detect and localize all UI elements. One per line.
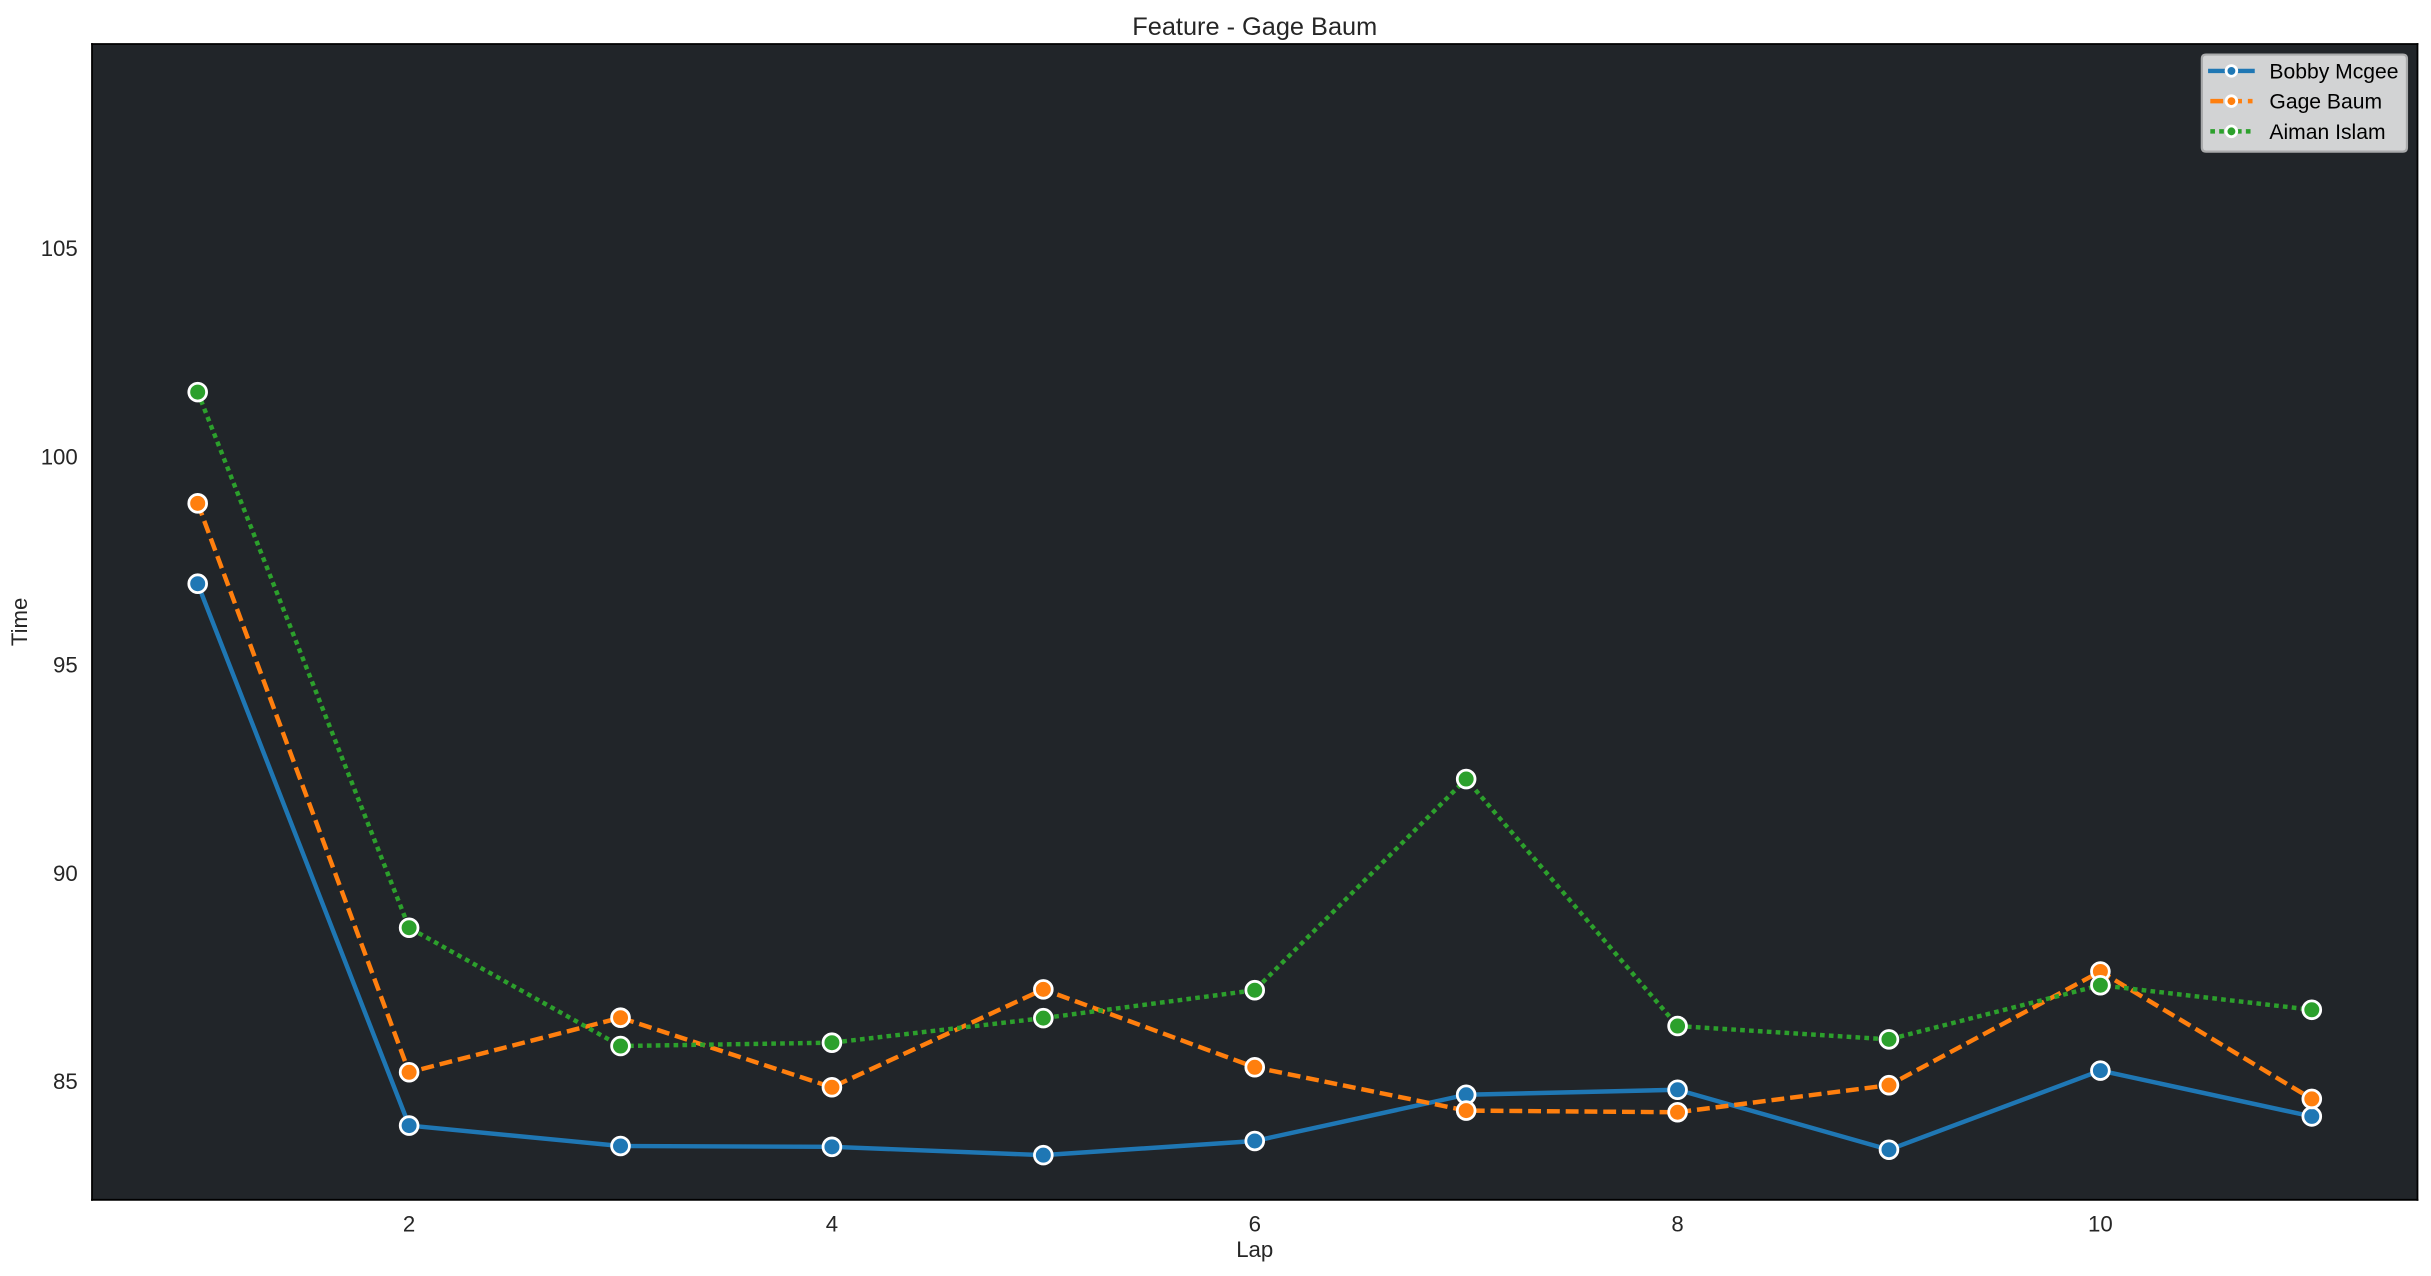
svg-text:90: 90: [53, 861, 78, 886]
svg-text:6: 6: [1249, 1211, 1261, 1236]
svg-text:4: 4: [826, 1211, 838, 1236]
svg-text:Time: Time: [7, 598, 32, 647]
svg-text:105: 105: [41, 236, 78, 261]
svg-text:8: 8: [1671, 1211, 1683, 1236]
svg-text:Aiman Islam: Aiman Islam: [2269, 121, 2385, 144]
svg-text:85: 85: [53, 1069, 78, 1094]
svg-text:Gage Baum: Gage Baum: [2269, 91, 2382, 114]
svg-text:100: 100: [41, 444, 78, 469]
svg-text:95: 95: [53, 653, 78, 678]
svg-text:Lap: Lap: [1236, 1237, 1273, 1262]
svg-text:Bobby Mcgee: Bobby Mcgee: [2269, 60, 2398, 83]
svg-text:10: 10: [2088, 1211, 2113, 1236]
svg-text:Feature - Gage Baum: Feature - Gage Baum: [1132, 13, 1377, 41]
svg-text:2: 2: [403, 1211, 415, 1236]
